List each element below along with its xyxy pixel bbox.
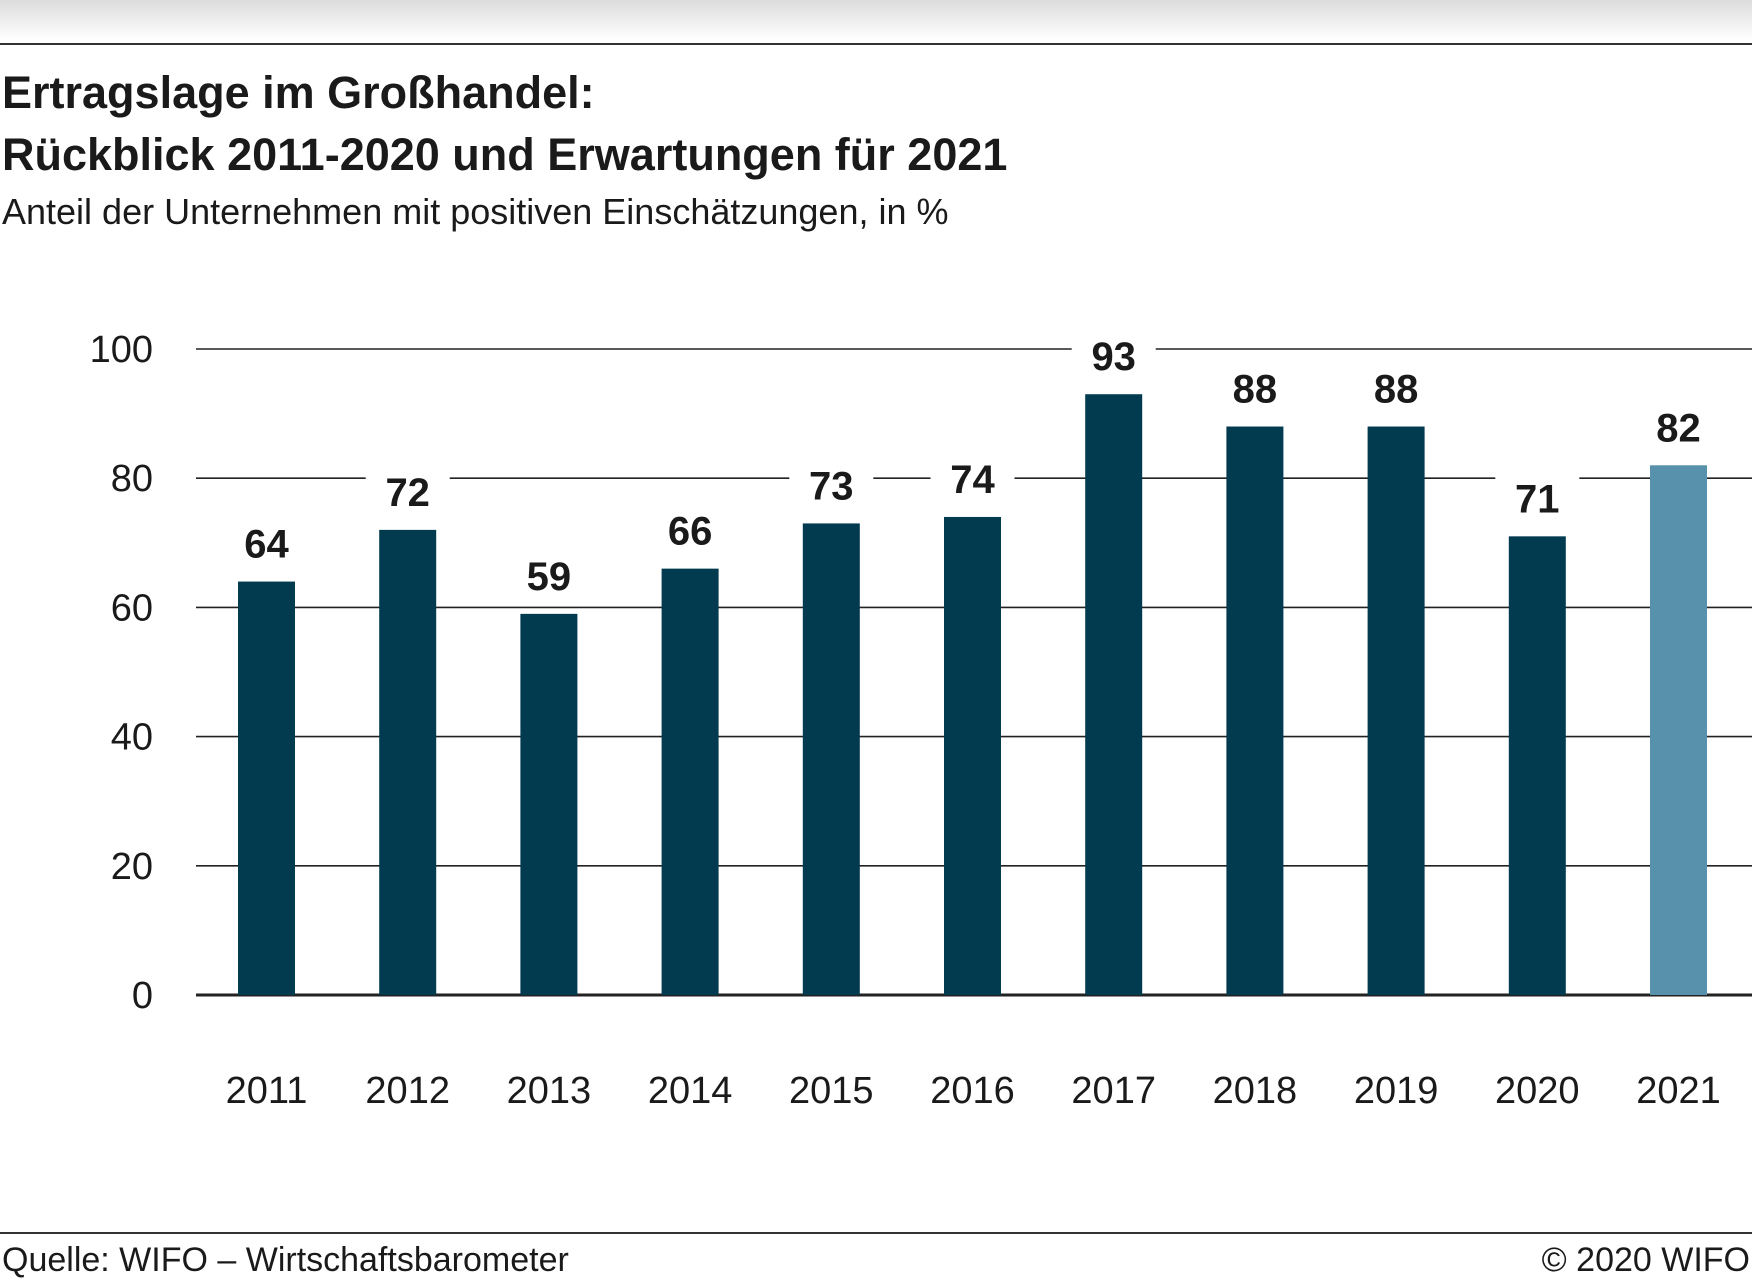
data-label-backing bbox=[224, 515, 309, 566]
chart-title-line2: Rückblick 2011-2020 und Erwartungen für … bbox=[2, 129, 1008, 180]
data-label-backing bbox=[648, 502, 733, 553]
copyright-note: © 2020 WIFO bbox=[1541, 1241, 1750, 1279]
data-label: 93 bbox=[1091, 335, 1136, 379]
x-tick-label: 2017 bbox=[1071, 1070, 1156, 1112]
data-label-backing bbox=[1212, 360, 1297, 411]
data-label-backing bbox=[1071, 328, 1156, 379]
x-tick-label: 2011 bbox=[226, 1070, 308, 1112]
data-label-backing bbox=[1354, 360, 1439, 411]
data-label-backing bbox=[1636, 399, 1721, 450]
x-tick-label: 2019 bbox=[1354, 1070, 1439, 1112]
data-label-backing bbox=[365, 463, 450, 514]
data-label-backing bbox=[930, 450, 1015, 501]
y-tick-label: 20 bbox=[111, 846, 153, 888]
data-label-backing bbox=[506, 547, 591, 598]
x-tick-label: 2012 bbox=[365, 1070, 450, 1112]
data-label: 82 bbox=[1656, 406, 1701, 450]
source-note: Quelle: WIFO – Wirtschaftsbarometer bbox=[2, 1241, 569, 1279]
bar bbox=[520, 613, 578, 995]
bar bbox=[379, 529, 437, 995]
bar bbox=[1367, 426, 1425, 995]
data-label: 88 bbox=[1374, 368, 1419, 412]
data-label: 64 bbox=[244, 523, 289, 567]
bar bbox=[1226, 426, 1284, 995]
chart-subtitle: Anteil der Unternehmen mit positiven Ein… bbox=[2, 191, 949, 232]
data-label: 71 bbox=[1515, 477, 1560, 521]
top-fade bbox=[0, 0, 1752, 40]
data-label: 59 bbox=[527, 555, 572, 599]
y-tick-label: 0 bbox=[132, 975, 153, 1017]
header-rule bbox=[0, 43, 1752, 45]
bar bbox=[1508, 536, 1566, 995]
x-tick-label: 2016 bbox=[930, 1070, 1015, 1112]
data-label: 66 bbox=[668, 510, 713, 554]
data-label: 73 bbox=[809, 464, 854, 508]
data-label: 72 bbox=[385, 471, 430, 515]
bar bbox=[1085, 394, 1143, 996]
bar bbox=[944, 516, 1001, 995]
bar bbox=[1650, 465, 1707, 995]
bar bbox=[802, 523, 860, 995]
data-label-backing bbox=[1495, 470, 1580, 521]
chart-title-line1: Ertragslage im Großhandel: bbox=[2, 67, 595, 118]
x-tick-label: 2015 bbox=[789, 1070, 874, 1112]
x-tick-label: 2014 bbox=[648, 1070, 733, 1112]
data-label: 88 bbox=[1233, 368, 1278, 412]
x-tick-label: 2018 bbox=[1213, 1070, 1298, 1112]
y-tick-label: 80 bbox=[111, 458, 153, 500]
y-tick-label: 40 bbox=[111, 717, 153, 759]
y-tick-label: 100 bbox=[90, 329, 153, 371]
y-tick-label: 60 bbox=[111, 587, 153, 629]
data-label: 74 bbox=[950, 458, 995, 502]
x-tick-label: 2020 bbox=[1495, 1070, 1580, 1112]
x-tick-label: 2021 bbox=[1636, 1070, 1721, 1112]
data-label-backing bbox=[789, 457, 874, 508]
x-tick-label: 2013 bbox=[507, 1070, 592, 1112]
footer-rule bbox=[0, 1232, 1752, 1234]
bar bbox=[238, 581, 295, 995]
bar-chart: 0 20 40 60 80 100 64 2011 72 2012 59 2013 66 2014 73 20… bbox=[90, 328, 1752, 1112]
bar bbox=[661, 568, 719, 995]
chart-title: Ertragslage im Großhandel: Rückblick 201… bbox=[2, 62, 1007, 186]
